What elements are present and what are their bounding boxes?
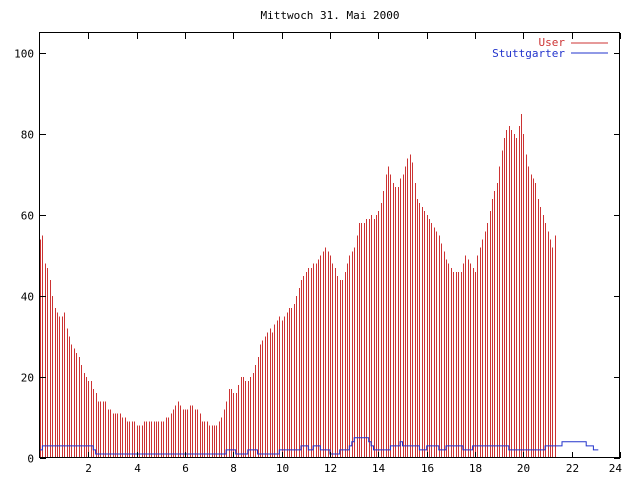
y-tick-label: 0 (27, 453, 34, 466)
x-tick-label: 8 (230, 462, 237, 475)
x-tick-label: 12 (324, 462, 337, 475)
y-tick-label: 20 (21, 372, 34, 385)
y-tick-label: 100 (14, 48, 34, 61)
y-tick-label: 60 (21, 210, 34, 223)
x-tick-label: 2 (85, 462, 92, 475)
legend-label-user: User (539, 36, 566, 49)
plot-frame (39, 32, 620, 458)
x-tick-label: 14 (372, 462, 386, 475)
legend-label-stuttgarter: Stuttgarter (492, 47, 565, 60)
series-stuttgarter-line (40, 437, 599, 455)
y-tick-label: 80 (21, 129, 34, 142)
series-user-bars (40, 113, 556, 458)
x-tick-label: 6 (182, 462, 189, 475)
x-tick-label: 20 (517, 462, 530, 475)
x-tick-label: 4 (134, 462, 141, 475)
x-tick-label: 10 (276, 462, 289, 475)
x-tick-label: 16 (421, 462, 434, 475)
y-axis: 0 20 40 60 80 100 (14, 48, 620, 466)
chart-title: Mittwoch 31. Mai 2000 (260, 9, 399, 22)
y-tick-label: 40 (21, 291, 34, 304)
x-tick-label: 22 (566, 462, 579, 475)
x-tick-label: 18 (469, 462, 482, 475)
x-axis: 2 4 6 8 10 12 14 16 18 20 22 24 (85, 33, 622, 475)
x-tick-label: 24 (609, 462, 623, 475)
legend: User Stuttgarter (492, 36, 608, 60)
